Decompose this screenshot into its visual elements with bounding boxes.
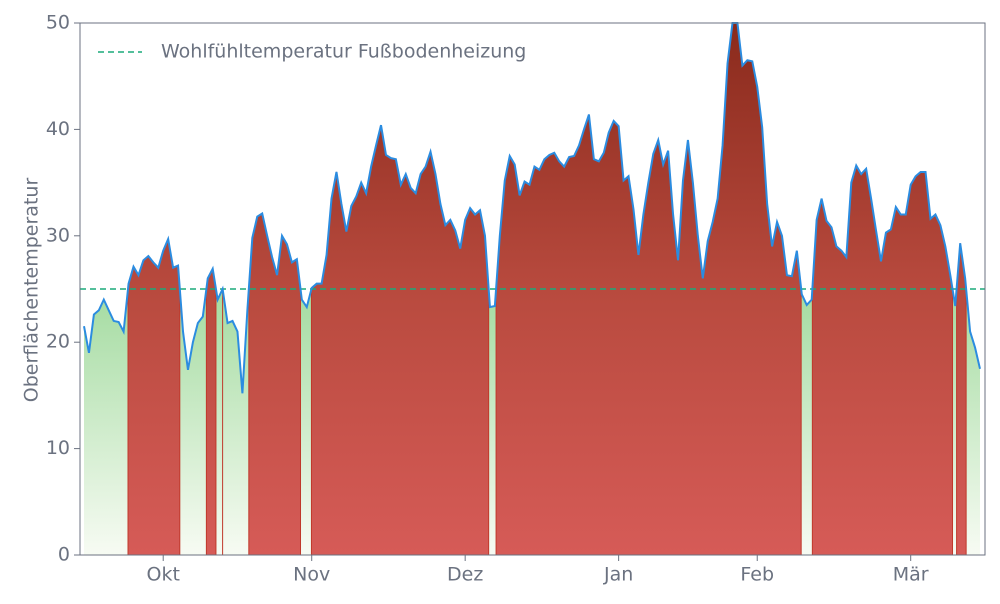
y-tick-label: 50: [46, 12, 70, 34]
above-threshold-area: [956, 243, 967, 556]
plot-frame: [79, 22, 986, 556]
y-tick-label: 40: [46, 118, 70, 140]
y-tick-label: 10: [46, 437, 70, 459]
y-tick-label: 20: [46, 331, 70, 353]
line: [83, 22, 981, 394]
x-tick-label: Mär: [893, 564, 929, 586]
above-threshold-area: [127, 237, 181, 556]
y-tick-label: 0: [58, 544, 70, 566]
above-threshold-area: [205, 267, 217, 556]
x-tick-label: Feb: [740, 564, 774, 586]
above-threshold-area: [811, 164, 954, 556]
x-tick-label: Dez: [447, 564, 483, 586]
x-tick-label: Jan: [603, 564, 633, 586]
x-tick-label: Nov: [293, 564, 330, 586]
y-tick-label: 30: [46, 224, 70, 246]
y-axis-label: Oberflächentemperatur: [21, 178, 43, 403]
legend-label: Wohlfühltemperatur Fußbodenheizung: [161, 41, 526, 63]
above-threshold-area: [310, 125, 490, 556]
x-tick-label: Okt: [146, 564, 179, 586]
